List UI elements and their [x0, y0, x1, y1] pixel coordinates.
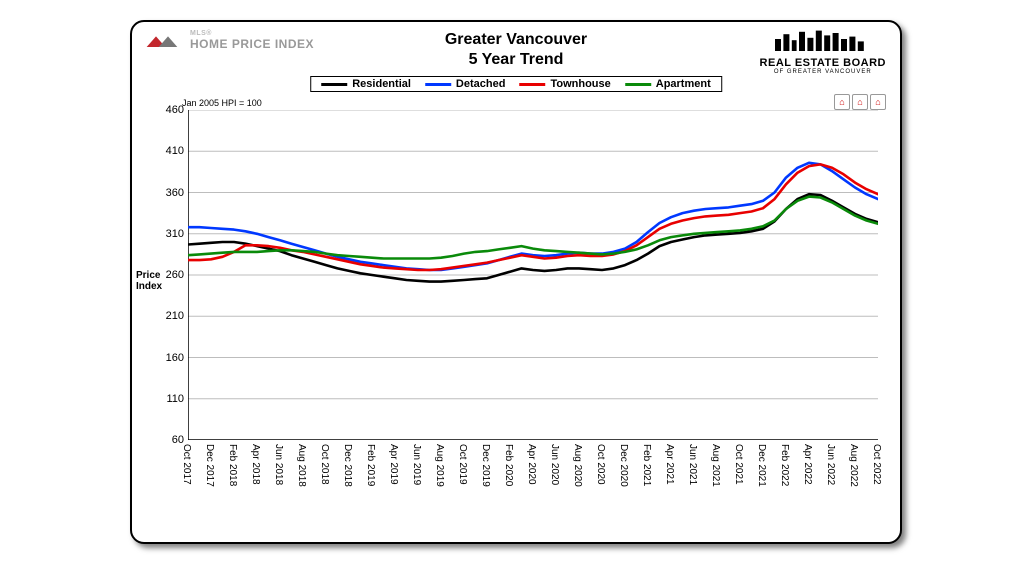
legend-swatch: [625, 83, 651, 86]
home-icon: ⌂: [852, 94, 868, 110]
x-tick-label: Apr 2021: [664, 444, 675, 485]
legend-item: Apartment: [625, 78, 711, 90]
top-right-icons: ⌂ ⌂ ⌂: [834, 94, 886, 110]
x-tick-label: Aug 2019: [434, 444, 445, 487]
x-tick-label: Oct 2019: [457, 444, 468, 485]
series-line: [188, 197, 878, 259]
x-tick-label: Jun 2018: [273, 444, 284, 485]
plot-svg: [188, 110, 878, 440]
x-tick-label: Aug 2020: [572, 444, 583, 487]
x-tick-label: Oct 2020: [595, 444, 606, 485]
x-tick-label: Apr 2022: [802, 444, 813, 485]
y-tick-label: 160: [160, 352, 184, 364]
x-tick-label: Apr 2020: [526, 444, 537, 485]
legend-swatch: [321, 83, 347, 86]
y-tick-label: 260: [160, 269, 184, 281]
legend-item: Townhouse: [519, 78, 610, 90]
chart-note: Jan 2005 HPI = 100: [182, 98, 262, 108]
x-tick-label: Aug 2018: [296, 444, 307, 487]
legend-swatch: [519, 83, 545, 86]
x-tick-label: Aug 2021: [710, 444, 721, 487]
y-axis-title: Price Index: [136, 270, 162, 292]
chart-card: MLS® HOME PRICE INDEX Greater Vancouver …: [130, 20, 902, 544]
home-icon: ⌂: [870, 94, 886, 110]
x-tick-label: Jun 2021: [687, 444, 698, 485]
x-tick-label: Oct 2017: [181, 444, 192, 485]
legend-label: Apartment: [656, 78, 711, 90]
x-tick-label: Feb 2018: [227, 444, 238, 486]
x-tick-label: Apr 2019: [388, 444, 399, 485]
x-tick-label: Dec 2018: [342, 444, 353, 487]
x-tick-label: Apr 2018: [250, 444, 261, 485]
x-tick-label: Feb 2019: [365, 444, 376, 486]
x-tick-label: Jun 2020: [549, 444, 560, 485]
legend-swatch: [425, 83, 451, 86]
y-tick-label: 210: [160, 310, 184, 322]
y-tick-label: 410: [160, 145, 184, 157]
y-tick-label: 110: [160, 393, 184, 405]
home-icon: ⌂: [834, 94, 850, 110]
rebgv-sub: OF GREATER VANCOUVER: [760, 69, 886, 75]
x-tick-label: Feb 2022: [779, 444, 790, 486]
rebgv-main: REAL ESTATE BOARD: [760, 57, 886, 69]
y-tick-label: 360: [160, 187, 184, 199]
y-tick-label: 460: [160, 104, 184, 116]
x-tick-label: Feb 2021: [641, 444, 652, 486]
legend-label: Detached: [456, 78, 506, 90]
x-tick-label: Dec 2017: [204, 444, 215, 487]
chart-legend: Residential Detached Townhouse Apartment: [310, 76, 722, 92]
legend-label: Townhouse: [550, 78, 610, 90]
x-tick-label: Dec 2021: [756, 444, 767, 487]
series-line: [188, 194, 878, 281]
x-tick-label: Oct 2022: [871, 444, 882, 485]
chart-header: MLS® HOME PRICE INDEX Greater Vancouver …: [132, 22, 900, 96]
legend-item: Residential: [321, 78, 411, 90]
x-tick-label: Jun 2022: [825, 444, 836, 485]
x-tick-label: Dec 2020: [618, 444, 629, 487]
x-tick-label: Aug 2022: [848, 444, 859, 487]
x-tick-label: Jun 2019: [411, 444, 422, 485]
x-tick-label: Oct 2021: [733, 444, 744, 485]
plot-area: [188, 110, 878, 440]
skyline-icon: [763, 26, 883, 52]
x-tick-label: Dec 2019: [480, 444, 491, 487]
legend-label: Residential: [352, 78, 411, 90]
x-tick-label: Feb 2020: [503, 444, 514, 486]
legend-item: Detached: [425, 78, 506, 90]
y-tick-label: 310: [160, 228, 184, 240]
rebgv-logo: REAL ESTATE BOARD OF GREATER VANCOUVER: [760, 26, 886, 75]
x-tick-label: Oct 2018: [319, 444, 330, 485]
